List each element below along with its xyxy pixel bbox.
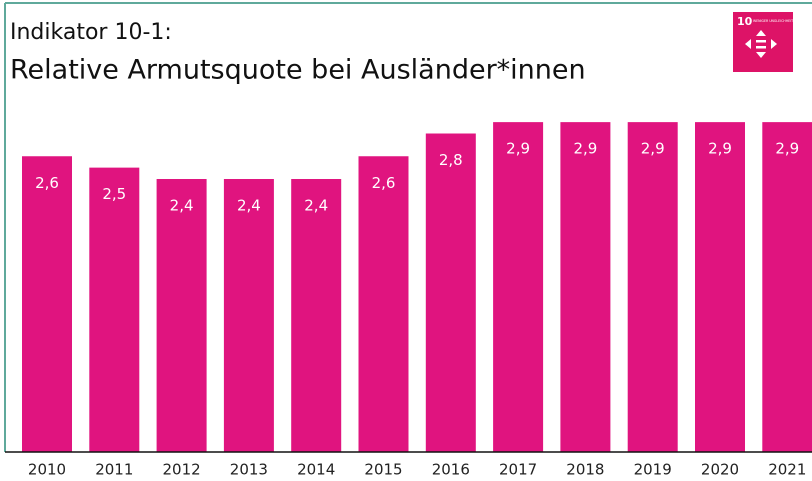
icon-shape [756, 46, 766, 49]
bar [560, 122, 611, 452]
bar [493, 122, 544, 452]
value-label: 2,8 [439, 151, 463, 169]
chart-title: Indikator 10-1: [10, 20, 172, 45]
bar [223, 179, 274, 452]
value-label: 2,6 [372, 174, 396, 192]
value-label: 2,9 [641, 140, 665, 158]
icon-shape [756, 40, 766, 43]
value-label: 2,9 [708, 140, 732, 158]
x-tick-label: 2021 [768, 461, 806, 479]
value-label: 2,6 [35, 174, 59, 192]
icon-shape [745, 39, 751, 49]
value-label: 2,4 [237, 197, 261, 215]
icon-shape [756, 52, 766, 58]
x-tick-label: 2015 [364, 461, 402, 479]
x-tick-label: 2012 [163, 461, 201, 479]
sdg-icon: 10 WENIGER UNGLEICHHEITEN [733, 12, 798, 72]
icon-shape [756, 30, 766, 36]
x-tick-label: 2010 [28, 461, 66, 479]
bar [695, 122, 745, 452]
x-tick-label: 2014 [297, 461, 335, 479]
value-label: 2,5 [102, 185, 126, 203]
value-label: 2,4 [304, 197, 328, 215]
chart-subtitle: Relative Armutsquote bei Ausländer*innen [10, 55, 586, 86]
icon-shape [771, 39, 777, 49]
x-tick-label: 2019 [634, 461, 672, 479]
x-tick-label: 2018 [566, 461, 604, 479]
value-label: 2,9 [775, 140, 799, 158]
x-tick-label: 2013 [230, 461, 268, 479]
bar [627, 122, 678, 452]
bar [22, 156, 72, 452]
bar [762, 122, 812, 452]
value-label: 2,4 [170, 197, 194, 215]
x-tick-label: 2020 [701, 461, 739, 479]
bar [358, 156, 409, 452]
bar [89, 167, 140, 452]
icon-number: 10 [737, 15, 753, 28]
value-label: 2,9 [506, 140, 530, 158]
icon-text: WENIGER UNGLEICHHEITEN [753, 19, 798, 23]
x-tick-label: 2016 [432, 461, 470, 479]
bar [425, 133, 476, 452]
x-tick-label: 2017 [499, 461, 537, 479]
x-tick-label: 2011 [95, 461, 133, 479]
bar [156, 179, 207, 452]
value-label: 2,9 [573, 140, 597, 158]
bar [291, 179, 342, 452]
